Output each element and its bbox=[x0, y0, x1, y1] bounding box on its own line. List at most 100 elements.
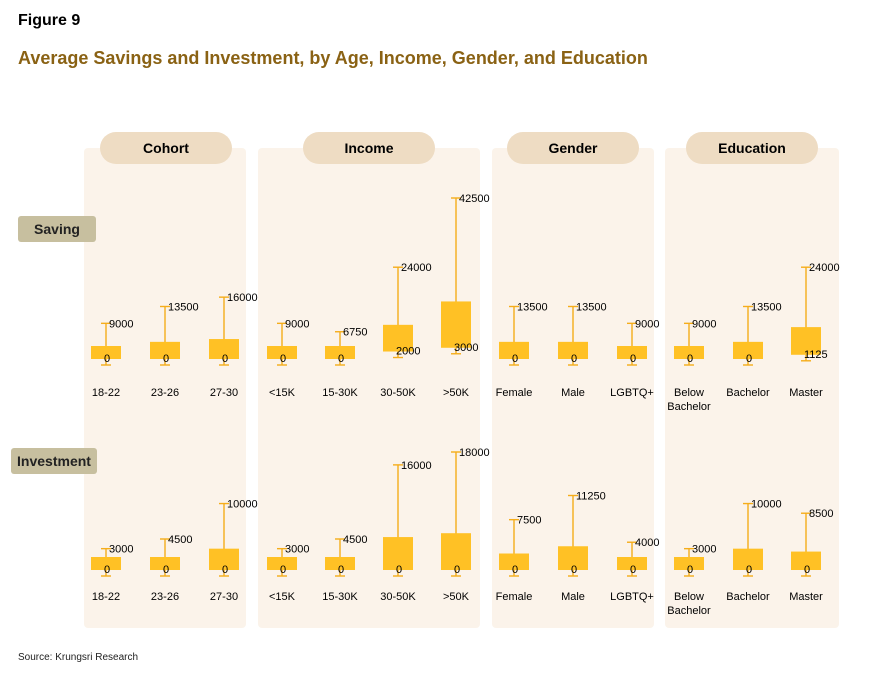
box-saving-female bbox=[499, 341, 529, 359]
tick-label-investment-master: Master bbox=[789, 591, 823, 603]
tick-label-investment-30-50k: 30-50K bbox=[380, 591, 416, 603]
box-investment-lgbtq bbox=[617, 557, 647, 570]
tick-label-saving-lgbtq: LGBTQ+ bbox=[610, 387, 654, 399]
box-investment-50k bbox=[441, 533, 471, 570]
tick-label-saving-50k: >50K bbox=[443, 387, 470, 399]
label-min-investment-23-26: 0 bbox=[163, 564, 169, 576]
tick-label-saving-bachelor: Bachelor bbox=[726, 387, 770, 399]
label-max-investment-50k: 18000 bbox=[459, 447, 490, 459]
label-min-saving-below-bachelor: 0 bbox=[687, 353, 693, 365]
box-investment-15-30k bbox=[325, 557, 355, 570]
label-max-investment-lgbtq: 4000 bbox=[635, 537, 659, 549]
group-header-label-income: Income bbox=[344, 140, 393, 156]
label-min-investment-15-30k: 0 bbox=[338, 564, 344, 576]
label-max-saving-lgbtq: 9000 bbox=[635, 318, 659, 330]
tick-label-investment-27-30: 27-30 bbox=[210, 591, 238, 603]
group-header-label-cohort: Cohort bbox=[143, 140, 189, 156]
label-max-investment-27-30: 10000 bbox=[227, 499, 258, 511]
tick-label-saving-male: Male bbox=[561, 387, 585, 399]
label-max-investment-below-bachelor: 3000 bbox=[692, 544, 716, 556]
tick-label-saving-15k: <15K bbox=[269, 387, 296, 399]
label-min-investment-female: 0 bbox=[512, 564, 518, 576]
label-max-saving-master: 24000 bbox=[809, 262, 840, 274]
box-investment-female bbox=[499, 553, 529, 570]
tick-label-investment-below-bachelor: Below Bachelor bbox=[667, 591, 711, 617]
box-investment-23-26 bbox=[150, 557, 180, 570]
tick-label-investment-18-22: 18-22 bbox=[92, 591, 120, 603]
box-saving-15-30k bbox=[325, 346, 355, 359]
label-min-investment-male: 0 bbox=[571, 564, 577, 576]
figure-label: Figure 9 bbox=[18, 12, 81, 29]
label-min-investment-30-50k: 0 bbox=[396, 564, 402, 576]
tick-label-investment-50k: >50K bbox=[443, 591, 470, 603]
label-max-saving-male: 13500 bbox=[576, 301, 607, 313]
row-tag-saving bbox=[18, 216, 96, 242]
label-min-saving-23-26: 0 bbox=[163, 353, 169, 365]
label-min-investment-master: 0 bbox=[804, 564, 810, 576]
box-saving-18-22 bbox=[91, 346, 121, 359]
label-min-saving-15k: 0 bbox=[280, 353, 286, 365]
label-max-investment-female: 7500 bbox=[517, 515, 541, 527]
box-saving-27-30 bbox=[209, 339, 239, 359]
group-header-cohort bbox=[100, 132, 232, 164]
tick-label-saving-23-26: 23-26 bbox=[151, 387, 179, 399]
box-saving-below-bachelor bbox=[674, 346, 704, 359]
box-investment-18-22 bbox=[91, 557, 121, 570]
tick-label-investment-bachelor: Bachelor bbox=[726, 591, 770, 603]
label-min-saving-male: 0 bbox=[571, 353, 577, 365]
label-max-saving-female: 13500 bbox=[517, 301, 548, 313]
panel-education bbox=[665, 148, 839, 628]
tick-label-investment-15k: <15K bbox=[269, 591, 296, 603]
box-investment-male bbox=[558, 546, 588, 570]
tick-label-saving-30-50k: 30-50K bbox=[380, 387, 416, 399]
panel-cohort bbox=[84, 148, 246, 628]
label-max-saving-15-30k: 6750 bbox=[343, 327, 367, 339]
label-min-saving-lgbtq: 0 bbox=[630, 353, 636, 365]
label-max-investment-master: 8500 bbox=[809, 508, 833, 520]
source-note: Source: Krungsri Research bbox=[18, 652, 139, 663]
box-saving-bachelor bbox=[733, 341, 763, 359]
label-min-investment-bachelor: 0 bbox=[746, 564, 752, 576]
label-min-saving-30-50k: 2000 bbox=[396, 346, 420, 358]
label-min-saving-female: 0 bbox=[512, 353, 518, 365]
box-saving-50k bbox=[441, 301, 471, 348]
label-min-investment-below-bachelor: 0 bbox=[687, 564, 693, 576]
label-max-investment-15k: 3000 bbox=[285, 544, 309, 556]
label-max-saving-27-30: 16000 bbox=[227, 292, 258, 304]
label-min-investment-27-30: 0 bbox=[222, 564, 228, 576]
label-min-saving-master: 1125 bbox=[804, 349, 828, 361]
group-header-income bbox=[303, 132, 435, 164]
tick-label-saving-below-bachelor: Below Bachelor bbox=[667, 387, 711, 413]
label-min-saving-50k: 3000 bbox=[454, 342, 478, 354]
label-min-investment-lgbtq: 0 bbox=[630, 564, 636, 576]
label-max-investment-30-50k: 16000 bbox=[401, 460, 432, 472]
box-saving-master bbox=[791, 327, 821, 355]
panel-gender bbox=[492, 148, 654, 628]
box-investment-bachelor bbox=[733, 548, 763, 570]
tick-label-investment-female: Female bbox=[496, 591, 533, 603]
group-header-gender bbox=[507, 132, 639, 164]
panel-income bbox=[258, 148, 480, 628]
tick-label-investment-male: Male bbox=[561, 591, 585, 603]
label-max-investment-23-26: 4500 bbox=[168, 534, 192, 546]
box-saving-lgbtq bbox=[617, 346, 647, 359]
label-max-saving-below-bachelor: 9000 bbox=[692, 318, 716, 330]
label-min-saving-27-30: 0 bbox=[222, 353, 228, 365]
box-investment-below-bachelor bbox=[674, 557, 704, 570]
label-min-investment-50k: 0 bbox=[454, 564, 460, 576]
box-investment-30-50k bbox=[383, 537, 413, 570]
group-header-label-gender: Gender bbox=[548, 140, 598, 156]
tick-label-investment-15-30k: 15-30K bbox=[322, 591, 358, 603]
box-saving-30-50k bbox=[383, 324, 413, 352]
box-investment-master bbox=[791, 551, 821, 570]
tick-label-saving-18-22: 18-22 bbox=[92, 387, 120, 399]
label-max-investment-bachelor: 10000 bbox=[751, 499, 782, 511]
label-max-saving-18-22: 9000 bbox=[109, 318, 133, 330]
tick-label-saving-27-30: 27-30 bbox=[210, 387, 238, 399]
label-min-saving-bachelor: 0 bbox=[746, 353, 752, 365]
tick-label-saving-master: Master bbox=[789, 387, 823, 399]
label-max-investment-18-22: 3000 bbox=[109, 544, 133, 556]
label-min-investment-15k: 0 bbox=[280, 564, 286, 576]
label-max-saving-23-26: 13500 bbox=[168, 301, 199, 313]
